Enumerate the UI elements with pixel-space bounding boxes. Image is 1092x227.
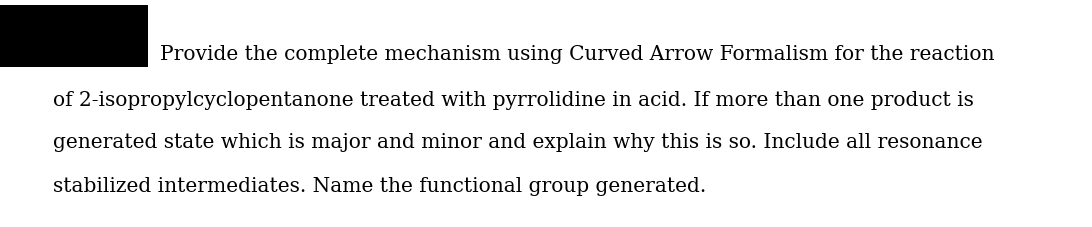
Text: stabilized intermediates. Name the functional group generated.: stabilized intermediates. Name the funct… [54, 177, 707, 195]
Text: of 2-isopropylcyclopentanone treated with pyrrolidine in acid. If more than one : of 2-isopropylcyclopentanone treated wit… [54, 91, 974, 109]
Bar [0, 5, 149, 67]
Text: generated state which is major and minor and explain why this is so. Include all: generated state which is major and minor… [54, 133, 983, 153]
Text: Provide the complete mechanism using Curved Arrow Formalism for the reaction: Provide the complete mechanism using Cur… [161, 45, 995, 64]
